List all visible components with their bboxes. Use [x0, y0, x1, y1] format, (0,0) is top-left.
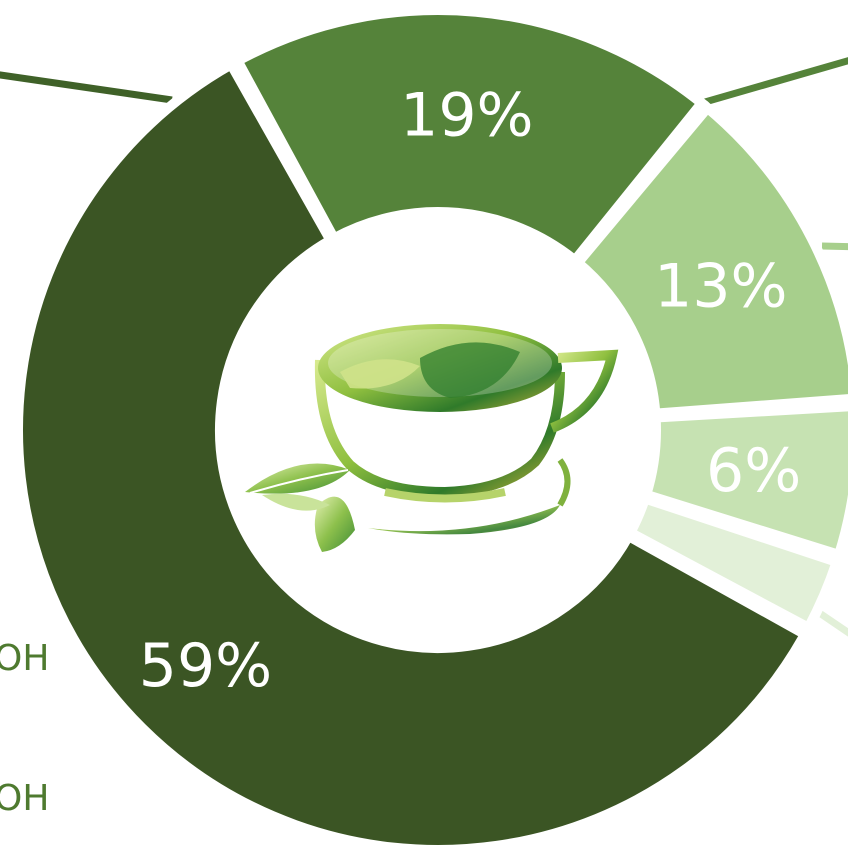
donut-slice-13 [570, 100, 848, 420]
side-text-1: OH [0, 638, 49, 679]
donut-slice-6 [639, 401, 848, 562]
green-tea-cup-icon [245, 324, 619, 552]
side-text-2: OH [0, 778, 49, 819]
leader-line-1 [0, 71, 173, 104]
slice-labels: 19% 13% 6% 59% [139, 80, 801, 701]
leader-line-2 [704, 57, 848, 106]
donut-slice-19 [230, 5, 709, 268]
slice-label-59: 59% [139, 631, 272, 701]
slice-label-6: 6% [706, 436, 801, 506]
donut-slice-59 [13, 57, 812, 849]
donut-slices [13, 5, 848, 849]
leader-line-3 [821, 242, 848, 251]
slice-label-19: 19% [400, 80, 533, 150]
leader-lines [0, 57, 848, 637]
donut-slice-3 [623, 492, 844, 635]
leader-line-4 [816, 609, 848, 637]
slice-label-13: 13% [654, 252, 787, 322]
